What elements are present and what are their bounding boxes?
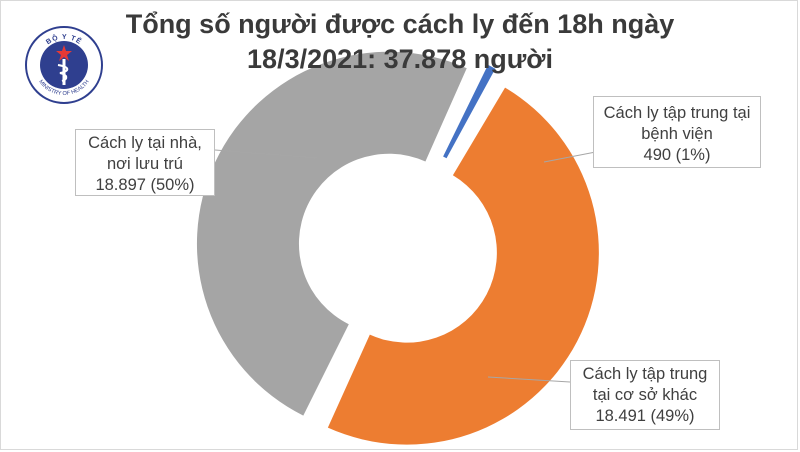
- callout-value: 490 (1%): [643, 146, 711, 164]
- callout-value: 18.491 (49%): [595, 407, 695, 425]
- leader-line-other-facility: [487, 376, 571, 383]
- callout-home-quarantine: Cách ly tại nhà, nơi lưu trú 18.897 (50%…: [75, 129, 215, 196]
- callout-text: bệnh viện: [641, 125, 713, 143]
- callout-other-facility-quarantine: Cách ly tập trung tại cơ sở khác 18.491 …: [570, 360, 720, 430]
- slice-hospital: [443, 64, 496, 159]
- callout-text: tại cơ sở khác: [592, 386, 698, 404]
- leader-line-home: [214, 149, 319, 159]
- star-icon: [56, 45, 72, 61]
- chart-title-line-2: 18/3/2021: 37.878 người: [247, 44, 553, 74]
- callout-text: Cách ly tập trung tại: [603, 104, 751, 122]
- callout-text: Cách ly tập trung: [582, 365, 708, 383]
- callout-value: 18.897 (50%): [95, 176, 195, 194]
- callout-text: Cách ly tại nhà,: [88, 134, 202, 152]
- chart-title-line-1: Tổng số người được cách ly đến 18h ngày: [125, 9, 675, 39]
- slice-home: [196, 51, 467, 416]
- ministry-of-health-logo: BỘ Y TẾ MINISTRY OF HEALTH: [25, 26, 103, 104]
- callout-text: nơi lưu trú: [107, 155, 183, 173]
- donut-slices: [196, 51, 599, 445]
- slice-other-facility: [327, 87, 599, 445]
- callout-hospital-quarantine: Cách ly tập trung tại bệnh viện 490 (1%): [593, 96, 761, 168]
